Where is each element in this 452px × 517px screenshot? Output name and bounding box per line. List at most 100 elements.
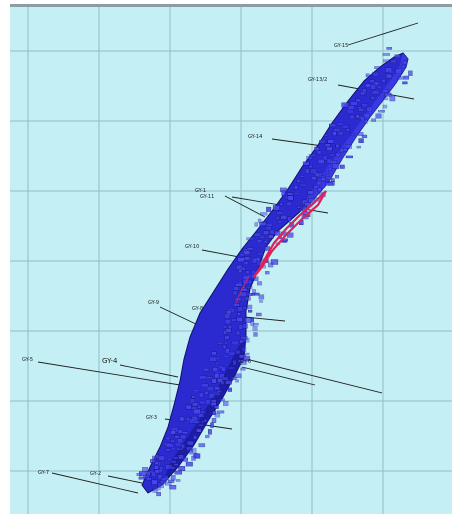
- block-cell: [263, 230, 270, 235]
- block-cell: [371, 118, 376, 122]
- block-cell: [146, 477, 152, 481]
- block-cell: [314, 172, 320, 177]
- block-cell: [217, 378, 224, 383]
- block-cell: [191, 402, 199, 407]
- block-cell: [316, 181, 322, 186]
- 3d-scene[interactable]: GY-15 GY-13/2 GY-14 GY-1 GY-11 GY-10 GY-…: [10, 7, 452, 514]
- highlight-zone: [253, 190, 327, 278]
- block-cell: [171, 447, 176, 451]
- block-cell: [211, 378, 217, 384]
- well-label: GY-15: [334, 43, 348, 49]
- block-cell: [395, 68, 402, 74]
- block-cell: [370, 84, 376, 90]
- block-cell: [216, 342, 224, 345]
- well-line: [347, 22, 419, 46]
- block-cell: [201, 383, 209, 388]
- block-cell: [287, 195, 294, 201]
- well-labels: GY-15 GY-13/2 GY-14 GY-1 GY-11 GY-10 GY-…: [22, 43, 348, 477]
- block-cell: [209, 356, 217, 362]
- block-cell: [244, 317, 252, 323]
- block-cell: [259, 235, 266, 239]
- block-cell: [206, 386, 214, 392]
- well-label: GY-10: [185, 244, 199, 250]
- block-cell: [156, 492, 162, 497]
- well-label: GY-1: [195, 188, 206, 194]
- block-cell: [287, 216, 292, 222]
- block-cell: [138, 476, 146, 480]
- block-cell: [386, 47, 393, 50]
- block-cell: [214, 405, 219, 409]
- block-cell: [311, 176, 317, 181]
- block-cell: [154, 469, 160, 474]
- block-cell: [157, 483, 165, 489]
- block-cell: [335, 152, 341, 157]
- block-cell: [374, 66, 380, 70]
- block-cell: [165, 437, 171, 440]
- block-cell: [377, 85, 382, 89]
- block-cell: [176, 447, 184, 451]
- block-cell: [383, 59, 390, 63]
- block-cell: [222, 401, 229, 406]
- block-cell: [212, 367, 219, 372]
- block-cell: [265, 226, 272, 231]
- block-cell: [382, 89, 389, 94]
- 3d-viewport[interactable]: GY-15 GY-13/2 GY-14 GY-1 GY-11 GY-10 GY-…: [10, 4, 452, 514]
- block-cell: [183, 457, 188, 462]
- block-cell: [149, 459, 156, 463]
- well-label: GY-7: [38, 470, 49, 476]
- block-cell: [339, 147, 344, 153]
- block-cell: [306, 155, 313, 160]
- block-cell: [389, 95, 396, 102]
- block-cell: [265, 271, 270, 275]
- block-cell: [214, 413, 221, 418]
- block-cell: [151, 471, 156, 477]
- block-cell: [207, 429, 212, 435]
- block-cell: [198, 443, 206, 448]
- block-cell: [259, 300, 263, 303]
- block-cell: [337, 130, 344, 136]
- block-cell: [342, 125, 349, 129]
- block-cell: [400, 65, 406, 68]
- block-cell: [258, 294, 265, 300]
- block-cell: [316, 150, 322, 155]
- reservoir-outline: [141, 52, 409, 494]
- block-cell: [403, 75, 409, 80]
- block-cell: [383, 97, 389, 101]
- block-cell: [177, 438, 183, 444]
- block-cell: [280, 215, 287, 220]
- block-cell: [224, 341, 228, 345]
- block-cell: [237, 359, 244, 363]
- block-cell: [239, 253, 245, 257]
- block-cell: [390, 59, 397, 63]
- block-cell: [358, 138, 364, 143]
- block-cell: [276, 211, 283, 215]
- block-cell: [205, 434, 210, 439]
- block-cell: [170, 475, 176, 481]
- block-cell: [237, 312, 241, 316]
- block-cell: [277, 220, 282, 224]
- well-label: GY-2: [90, 471, 101, 477]
- well-label: GY-14: [248, 134, 262, 140]
- block-cell: [256, 281, 262, 286]
- block-cell: [238, 324, 243, 330]
- block-cell: [268, 234, 274, 239]
- block-cell: [272, 205, 280, 211]
- well-line: [107, 475, 143, 484]
- block-cell: [167, 458, 172, 461]
- well-line: [51, 472, 139, 494]
- block-cell: [300, 174, 305, 178]
- block-cell: [231, 318, 237, 322]
- block-cell: [223, 355, 230, 358]
- block-cell: [245, 270, 250, 275]
- block-cell: [231, 340, 239, 346]
- block-cell: [360, 116, 365, 122]
- block-cell: [205, 399, 211, 405]
- block-cell: [346, 108, 354, 114]
- block-cell: [345, 144, 352, 149]
- block-cell: [360, 91, 366, 96]
- well-line: [119, 364, 179, 378]
- block-cell: [375, 113, 382, 119]
- block-cell: [216, 410, 225, 414]
- block-cell: [302, 161, 310, 166]
- block-cell: [240, 336, 248, 340]
